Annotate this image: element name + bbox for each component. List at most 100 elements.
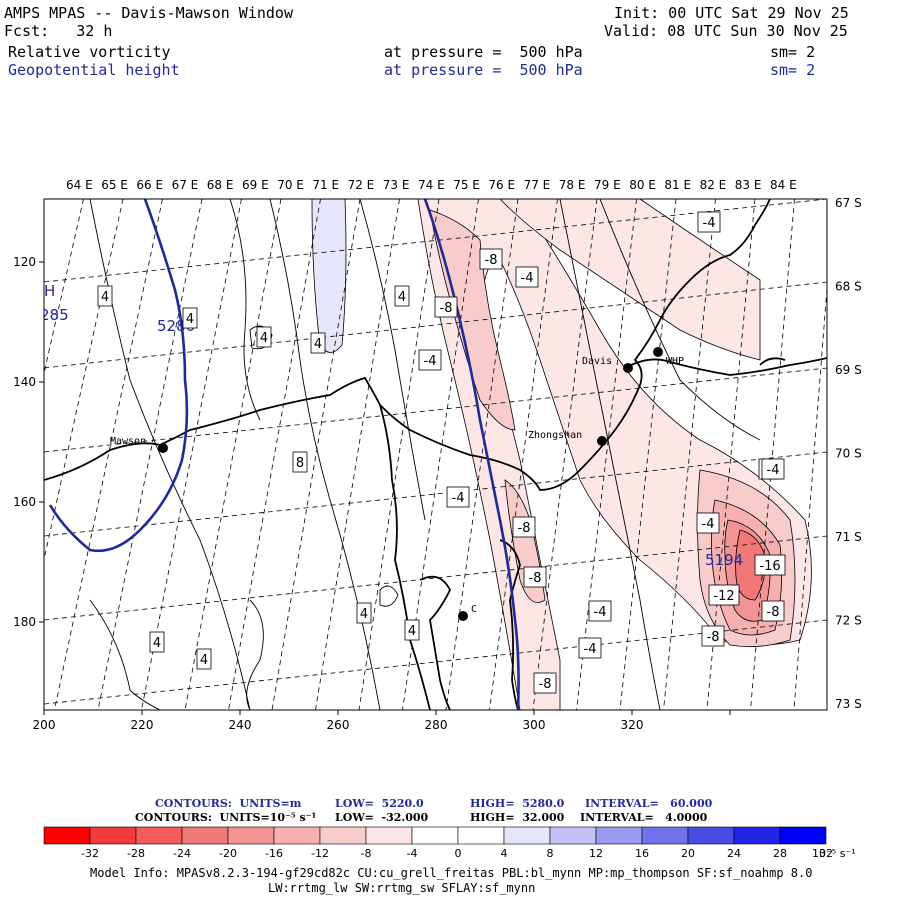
vorticity-label: -4 xyxy=(446,486,470,508)
svg-text:-8: -8 xyxy=(767,605,780,620)
vorticity-label: 4 xyxy=(356,602,372,624)
vorticity-label: -8 xyxy=(512,516,536,538)
vorticity-contour-interval: INTERVAL= 4.0000 xyxy=(580,811,708,824)
color-scale-swatch xyxy=(135,826,183,845)
color-scale-swatch xyxy=(733,826,781,845)
longitude-label: 70 E xyxy=(277,178,304,192)
svg-text:8: 8 xyxy=(296,456,304,471)
height-contour-units: CONTOURS: UNITS=m xyxy=(155,797,302,810)
svg-text:-4: -4 xyxy=(703,216,716,231)
svg-text:4: 4 xyxy=(314,337,322,352)
init-time: Init: 00 UTC Sat 29 Nov 25 xyxy=(614,4,849,22)
color-scale-label: -28 xyxy=(127,847,145,860)
x-tick-label: 240 xyxy=(229,718,252,732)
station-label-zhongshan: Zhongshan xyxy=(528,430,582,441)
y-tick-label: 140 xyxy=(13,375,36,389)
latitude-label: 71 S xyxy=(835,530,862,544)
vorticity-contour-units: CONTOURS: UNITS=10⁻⁵ s⁻¹ xyxy=(135,811,317,824)
longitude-label: 76 E xyxy=(488,178,515,192)
vorticity-label: 4 xyxy=(310,332,326,354)
svg-text:4: 4 xyxy=(200,653,208,668)
color-scale-label: -12 xyxy=(311,847,329,860)
vorticity-label: -16 xyxy=(754,554,786,576)
y-tick-label: 120 xyxy=(13,255,36,269)
color-scale-swatch xyxy=(779,826,827,845)
svg-text:-4: -4 xyxy=(424,354,437,369)
model-info-line-2: LW:rrtmg_lw SW:rrtmg_sw SFLAY:sf_mynn xyxy=(268,881,536,895)
station-labels: Mawson Davis WHP Zhongshan C xyxy=(110,356,684,615)
model-info-line-1: Model Info: MPASv8.2.3-194-gf29cd82c CU:… xyxy=(90,866,813,880)
coastline xyxy=(44,199,827,710)
x-tick-label: 260 xyxy=(327,718,350,732)
longitude-label: 77 E xyxy=(524,178,551,192)
chart-title: AMPS MPAS -- Davis-Mawson Window xyxy=(4,4,293,22)
meridian-lines xyxy=(44,199,827,710)
svg-text:4: 4 xyxy=(260,331,268,346)
vorticity-label: 4 xyxy=(256,326,272,348)
vorticity-label: -8 xyxy=(533,672,557,694)
color-scale-label: 32 xyxy=(819,847,833,860)
color-scale-label: 24 xyxy=(727,847,741,860)
color-scale-labels: -32 -28 -24 -20 -16 -12 -8 -4 0 4 8 12 16 20 24 28 3210⁻… xyxy=(81,847,856,860)
longitude-label: 74 E xyxy=(418,178,445,192)
y-tick-labels: 120 140 160 180 xyxy=(13,255,36,629)
vorticity-label: -8 xyxy=(761,600,785,622)
latitude-label: 68 S xyxy=(835,280,862,294)
longitude-label: 68 E xyxy=(207,178,234,192)
height-label-5194: 5194 xyxy=(705,551,743,569)
longitude-label: 65 E xyxy=(101,178,128,192)
color-scale-swatch xyxy=(641,826,689,845)
station-label-c: C xyxy=(471,604,477,615)
latitude-label: 70 S xyxy=(835,447,862,461)
color-scale xyxy=(43,826,827,845)
vorticity-label: -4 xyxy=(578,637,602,659)
x-tick-label: 200 xyxy=(33,718,56,732)
vorticity-label: 8 xyxy=(292,451,308,473)
latitude-label: 67 S xyxy=(835,196,862,210)
field-2-name: Geopotential height xyxy=(8,61,180,79)
field-2-level: at pressure = 500 hPa xyxy=(384,61,583,79)
field-1-level: at pressure = 500 hPa xyxy=(384,43,583,61)
station-dot-whp xyxy=(653,347,663,357)
longitude-label: 80 E xyxy=(629,178,656,192)
vorticity-contour-low: LOW= -32.000 xyxy=(335,811,429,824)
svg-text:-4: -4 xyxy=(452,491,465,506)
svg-text:-8: -8 xyxy=(707,630,720,645)
svg-text:-4: -4 xyxy=(767,463,780,478)
color-scale-label: 28 xyxy=(773,847,787,860)
height-label-h: H xyxy=(44,282,55,300)
color-scale-swatch xyxy=(503,826,551,845)
vorticity-label: -4 xyxy=(588,600,612,622)
valid-time: Valid: 08 UTC Sun 30 Nov 25 xyxy=(604,22,848,40)
height-contour-high: HIGH= 5280.0 xyxy=(470,797,565,810)
height-label-285: 285 xyxy=(40,306,69,324)
station-label-davis: Davis xyxy=(582,356,612,367)
map-content: Mawson Davis WHP Zhongshan C 5280 5194 2… xyxy=(40,199,827,710)
color-scale-swatch xyxy=(89,826,137,845)
svg-text:-4: -4 xyxy=(584,642,597,657)
longitude-label: 66 E xyxy=(136,178,163,192)
color-scale-swatch xyxy=(319,826,367,845)
vorticity-label: -8 xyxy=(434,296,458,318)
color-scale-label: -32 xyxy=(81,847,99,860)
x-tick-label: 320 xyxy=(621,718,644,732)
vorticity-contour-high: HIGH= 32.000 xyxy=(470,811,565,824)
longitude-label: 83 E xyxy=(735,178,762,192)
svg-text:4: 4 xyxy=(101,290,109,305)
vorticity-label: -8 xyxy=(523,566,547,588)
svg-text:-8: -8 xyxy=(518,521,531,536)
color-scale-swatch xyxy=(365,826,413,845)
color-scale-label: 8 xyxy=(547,847,554,860)
svg-text:4: 4 xyxy=(398,290,406,305)
x-tick-labels: 200 220 240 260 280 300 320 xyxy=(33,718,644,732)
station-dot-c xyxy=(458,611,468,621)
svg-text:-8: -8 xyxy=(539,677,552,692)
geopotential-height-contours xyxy=(48,199,520,710)
svg-text:-4: -4 xyxy=(521,271,534,286)
y-tick-label: 160 xyxy=(13,495,36,509)
color-scale-label: 12 xyxy=(589,847,603,860)
color-scale-label: -8 xyxy=(361,847,372,860)
height-contour-interval: INTERVAL= 60.000 xyxy=(585,797,713,810)
color-scale-label: -16 xyxy=(265,847,283,860)
